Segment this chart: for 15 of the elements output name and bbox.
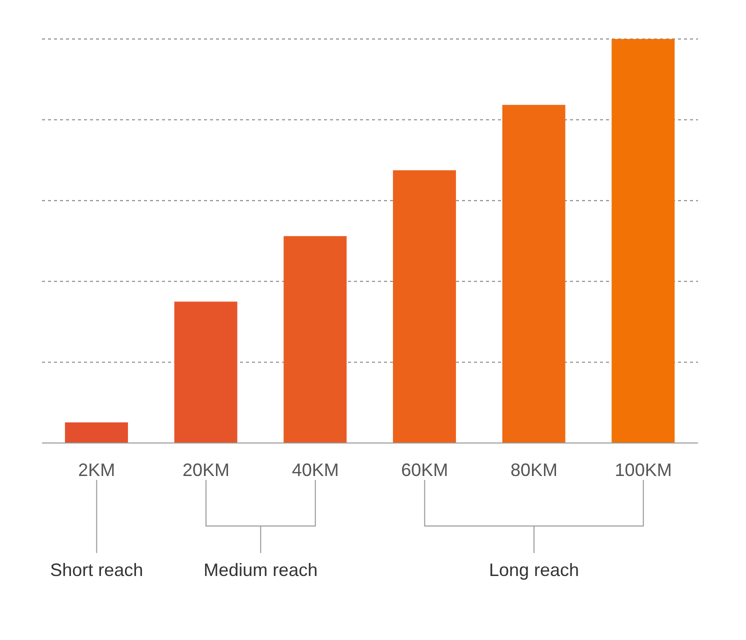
bar (612, 39, 675, 443)
x-tick-label: 20KM (182, 460, 230, 480)
x-tick-label: 80KM (510, 460, 558, 480)
x-tick-label: 40KM (292, 460, 339, 480)
text: Long reach (488, 560, 580, 580)
x-tick-label: 100KM (614, 460, 672, 480)
bar (174, 302, 238, 443)
bar (392, 170, 456, 443)
text: Short reach (50, 560, 144, 580)
text: Medium reach (204, 560, 318, 580)
bar (64, 422, 128, 443)
bar (284, 236, 347, 443)
x-tick-label: 60KM (401, 460, 448, 480)
x-tick-label: 2KM (78, 460, 116, 480)
bar (502, 104, 566, 443)
